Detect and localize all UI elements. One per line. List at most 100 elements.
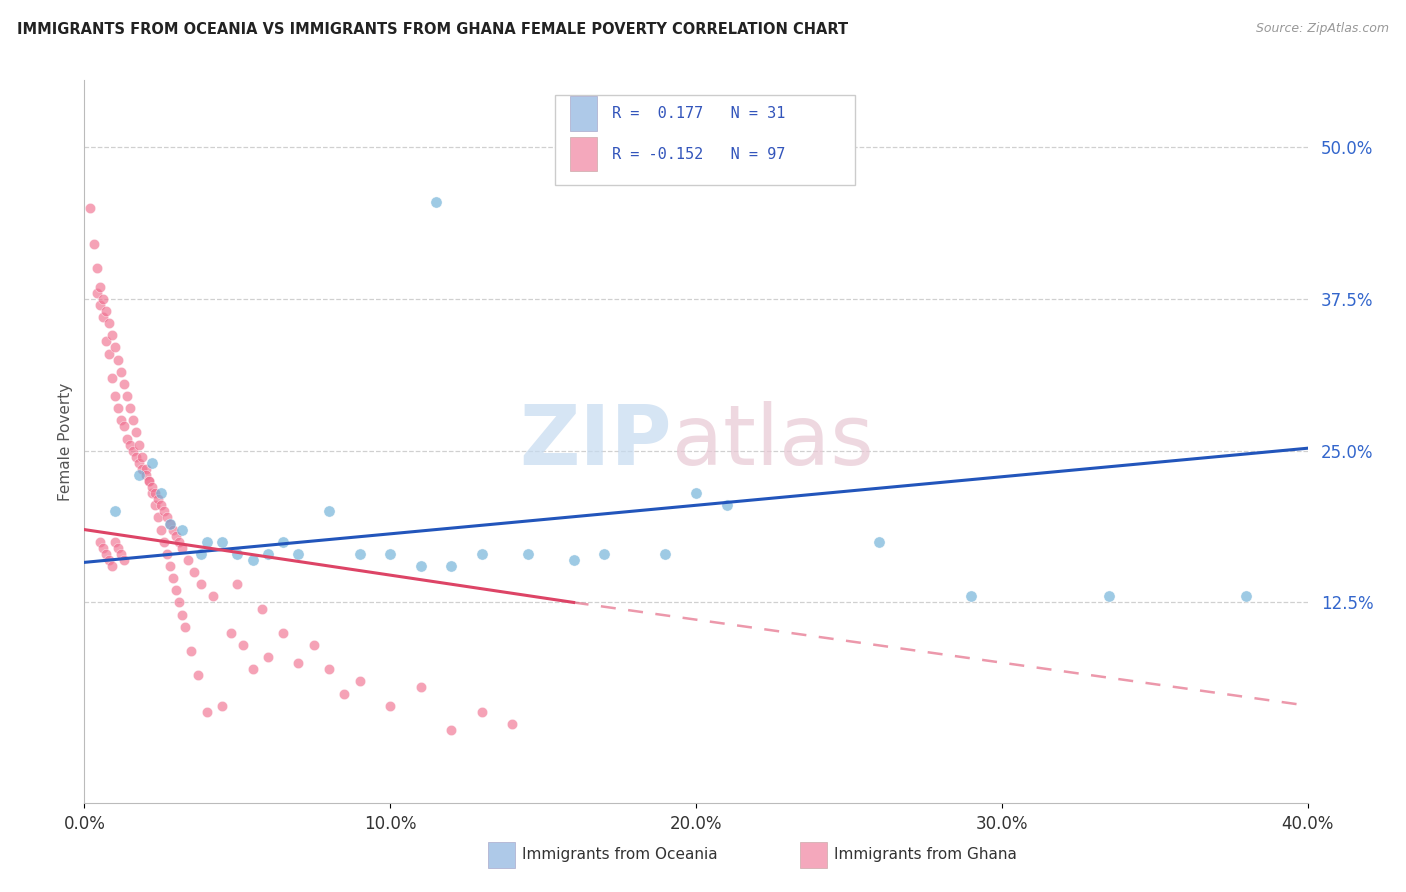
Point xyxy=(89,279,111,293)
Point xyxy=(471,705,494,719)
Point xyxy=(110,547,132,561)
Point xyxy=(287,547,309,561)
Point xyxy=(104,340,127,354)
Point xyxy=(349,547,371,561)
Point xyxy=(110,365,132,379)
Point xyxy=(318,504,340,518)
Point xyxy=(562,553,585,567)
Bar xyxy=(569,136,598,171)
Point xyxy=(201,590,224,604)
Point xyxy=(869,534,891,549)
Point xyxy=(141,456,163,470)
FancyBboxPatch shape xyxy=(555,95,855,185)
Point xyxy=(167,534,190,549)
Point xyxy=(91,541,114,555)
Point xyxy=(122,413,145,427)
Point xyxy=(593,547,616,561)
Text: R = -0.152   N = 97: R = -0.152 N = 97 xyxy=(612,146,785,161)
Point xyxy=(125,450,148,464)
Point xyxy=(112,376,135,391)
Point xyxy=(159,516,181,531)
Point xyxy=(149,498,172,512)
Point xyxy=(141,486,163,500)
Bar xyxy=(488,842,515,868)
Point xyxy=(153,534,176,549)
Point xyxy=(104,504,127,518)
Point xyxy=(333,686,356,700)
Point xyxy=(302,638,325,652)
Point xyxy=(271,534,294,549)
Point xyxy=(219,625,242,640)
Point xyxy=(162,523,184,537)
Point xyxy=(120,437,142,451)
Text: Immigrants from Oceania: Immigrants from Oceania xyxy=(522,847,718,863)
Point xyxy=(211,534,233,549)
Point xyxy=(186,668,208,682)
Point xyxy=(156,510,179,524)
Point xyxy=(1098,590,1121,604)
Point xyxy=(89,298,111,312)
Point xyxy=(94,547,117,561)
Point xyxy=(153,504,176,518)
Point xyxy=(112,419,135,434)
Point xyxy=(107,401,129,416)
Point xyxy=(146,510,169,524)
Point xyxy=(104,534,127,549)
Point xyxy=(226,577,249,591)
Point xyxy=(654,547,676,561)
Point xyxy=(167,595,190,609)
Point xyxy=(232,638,254,652)
Text: IMMIGRANTS FROM OCEANIA VS IMMIGRANTS FROM GHANA FEMALE POVERTY CORRELATION CHAR: IMMIGRANTS FROM OCEANIA VS IMMIGRANTS FR… xyxy=(17,22,848,37)
Point xyxy=(110,413,132,427)
Point xyxy=(94,334,117,349)
Point xyxy=(135,467,157,482)
Point xyxy=(242,553,264,567)
Point xyxy=(131,462,153,476)
Point xyxy=(86,261,108,276)
Point xyxy=(138,474,160,488)
Point xyxy=(287,656,309,670)
Point xyxy=(97,346,120,360)
Point xyxy=(138,474,160,488)
Point xyxy=(101,559,124,574)
Point xyxy=(107,541,129,555)
Point xyxy=(716,498,738,512)
Point xyxy=(97,316,120,330)
Point xyxy=(128,467,150,482)
Point xyxy=(242,662,264,676)
Point xyxy=(257,650,280,665)
Point xyxy=(471,547,494,561)
Point xyxy=(159,559,181,574)
Point xyxy=(128,437,150,451)
Point xyxy=(120,401,142,416)
Point xyxy=(141,480,163,494)
Point xyxy=(409,559,432,574)
Point xyxy=(159,516,181,531)
Point xyxy=(250,601,273,615)
Point xyxy=(104,389,127,403)
Point xyxy=(226,547,249,561)
Point xyxy=(128,456,150,470)
Point xyxy=(211,698,233,713)
Point xyxy=(143,498,166,512)
Point xyxy=(162,571,184,585)
Point xyxy=(86,285,108,300)
Point xyxy=(190,577,212,591)
Bar xyxy=(800,842,827,868)
Point xyxy=(502,717,524,731)
Point xyxy=(180,644,202,658)
Point xyxy=(107,352,129,367)
Point xyxy=(135,462,157,476)
Point xyxy=(149,486,172,500)
Point xyxy=(131,450,153,464)
Point xyxy=(1236,590,1258,604)
Point xyxy=(177,553,200,567)
Point xyxy=(146,492,169,507)
Point xyxy=(349,674,371,689)
Point xyxy=(112,553,135,567)
Point xyxy=(122,443,145,458)
Text: Source: ZipAtlas.com: Source: ZipAtlas.com xyxy=(1256,22,1389,36)
Point xyxy=(89,534,111,549)
Y-axis label: Female Poverty: Female Poverty xyxy=(58,383,73,500)
Point xyxy=(165,529,187,543)
